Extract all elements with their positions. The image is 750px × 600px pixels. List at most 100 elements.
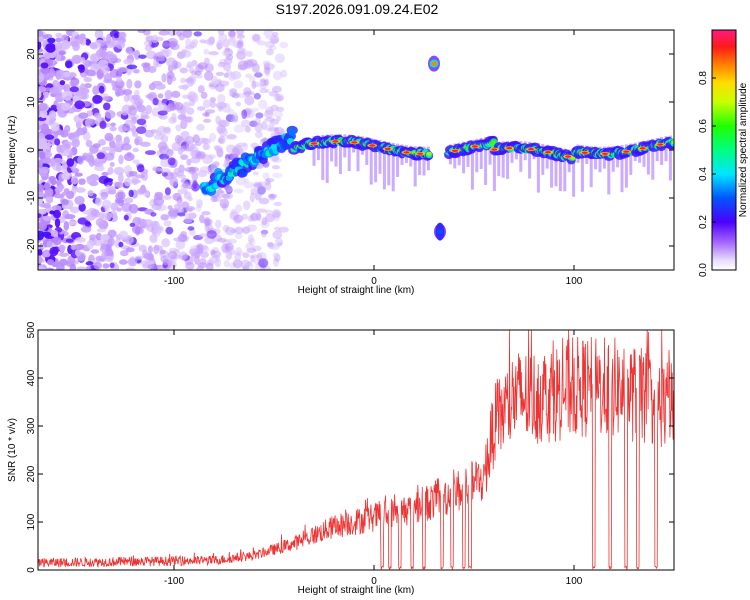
spectrogram-blob [67,132,75,140]
spectrogram-blob [248,120,258,127]
spectrogram-blob [55,32,63,38]
spectrogram-blob [256,252,263,261]
spectrogram-blob [72,95,79,101]
spectrogram-blob [218,119,230,128]
spectrogram-blob [417,152,424,155]
spectrogram-blob [153,58,159,68]
spectrogram-blob [274,237,284,247]
spectrogram-blob [228,36,237,43]
spectrogram-blob [200,91,208,99]
spectrogram-blob [58,244,66,251]
spectrogram-blob [126,78,133,89]
spectrogram-blob [218,33,228,42]
spectrogram-blob [180,154,189,160]
spectrogram-blob [267,242,275,250]
spectrogram-blob [88,118,96,126]
spectrogram-blob [52,79,59,86]
spectrogram-blob [258,99,268,110]
spectrogram-blob [234,232,243,239]
spectrogram-blob [191,171,199,181]
spectrogram-blob [232,259,243,269]
spectrogram-blob [75,236,86,243]
spectrogram-blob [51,205,62,212]
spectrogram-x-label: Height of straight line (km) [298,285,415,296]
spectrogram-tendril [321,135,325,181]
spectrogram-blob [38,30,44,38]
spectrogram-blob [231,147,240,158]
spectrogram-blob [251,33,261,42]
spectrogram-blob [49,246,59,257]
spectrogram-tendril [519,141,523,172]
spectrogram-blob [253,181,262,188]
spectrogram-blob [273,93,284,102]
spectrogram-blob [63,71,71,78]
x-tick-label: 0 [371,576,377,587]
spectrogram-blob [107,53,117,62]
spectrogram-blob [61,90,73,101]
x-tick-label: -100 [164,576,184,587]
spectrogram-blob [124,197,134,204]
spectrogram-blob [70,166,76,172]
spectrogram-blob [159,145,170,155]
spectrogram-blob [129,222,136,228]
spectrogram-blob [273,226,281,231]
spectrogram-blob [101,251,107,260]
spectrogram-blob [276,106,285,113]
spectrogram-blob [235,101,242,107]
spectrogram-blob [253,72,263,78]
spectrogram-blob [152,167,163,172]
spectrogram-blob [55,37,63,43]
spectrogram-blob [81,152,90,161]
spectrogram-blob [242,226,251,234]
spectrogram-blob [278,226,289,233]
spectrogram-blob [565,155,572,158]
spectrogram-blob [42,215,53,221]
spectrogram-blob [43,249,51,258]
spectrogram-blob [272,230,283,239]
spectrogram-blob [61,172,71,181]
spectrogram-tendril [479,137,483,169]
spectrogram-blob [183,217,193,224]
spectrogram-blob [230,118,238,123]
spectrogram-blob [44,134,55,140]
spectrogram-blob [259,83,267,90]
spectrogram-blob [257,181,267,188]
spectrogram-blob [263,63,275,71]
spectrogram-blob [48,175,57,182]
spectrogram-blob [177,212,186,217]
spectrogram-blob [233,188,244,194]
spectrogram-blob [162,258,169,266]
spectrogram-blob [38,200,43,206]
spectrogram-blob [181,30,191,37]
spectrogram-blob [64,214,76,220]
spectrogram-blob [61,191,68,196]
spectrogram-blob [217,93,226,104]
spectrogram-blob [177,114,187,121]
spectrogram-blob [170,76,177,82]
spectrogram-blob [189,98,196,107]
spectrogram-blob [194,74,203,79]
spectrogram-blob [184,167,195,173]
spectrogram-blob [248,76,256,83]
spectrogram-blob [229,211,240,221]
spectrogram-blob [270,243,280,251]
spectrogram-tendril [629,143,633,175]
spectrogram-tendril [572,150,576,197]
spectrogram-blob [123,214,129,221]
spectrogram-blob [93,112,102,119]
spectrogram-blob [272,172,283,178]
spectrogram-blob [276,95,284,102]
spectrogram-tendril [668,135,672,181]
spectrogram-blob [38,69,41,76]
spectrogram-blob [243,200,251,210]
spectrogram-blob [38,249,43,256]
spectrogram-blob [104,110,116,119]
spectrogram-blob [86,239,94,250]
spectrogram-blob [176,199,183,207]
spectrogram-blob [244,109,255,119]
spectrogram-blob [101,146,112,151]
spectrogram-blob [132,68,140,74]
spectrogram-blob [95,197,102,207]
spectrogram-blob [132,147,139,153]
spectrogram-blob [225,250,233,260]
